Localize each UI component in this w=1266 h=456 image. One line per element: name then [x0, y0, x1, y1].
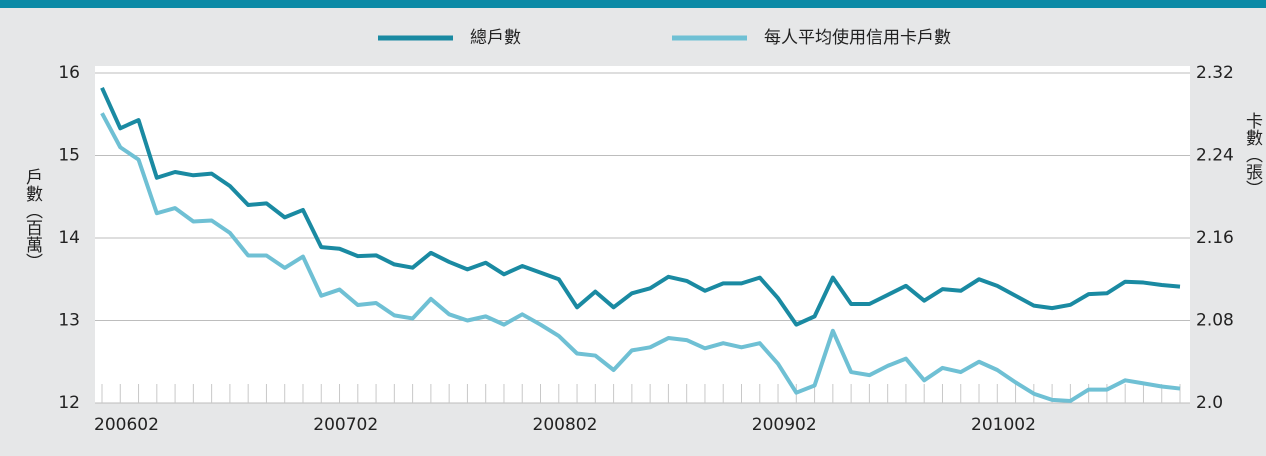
- y2-tick-label: 2.08: [1196, 311, 1234, 331]
- y-tick-label: 13: [58, 311, 80, 331]
- y-tick-label: 16: [58, 63, 80, 83]
- y2-axis-label: 卡數（張）: [1242, 112, 1263, 197]
- y-tick-label: 14: [58, 228, 80, 248]
- y-tick-label: 12: [58, 393, 80, 413]
- x-tick-label: 200702: [313, 415, 378, 435]
- series-line: [100, 112, 1181, 403]
- y2-tick-label: 2.0: [1196, 393, 1223, 413]
- x-tick-label: 201002: [971, 415, 1036, 435]
- legend-label: 每人平均使用信用卡戶數: [764, 27, 951, 48]
- plot-area: [95, 66, 1190, 403]
- y-axis-label: 戶數（百萬）: [22, 168, 43, 270]
- top-bar: [0, 0, 1266, 8]
- x-tick-label: 200802: [533, 415, 598, 435]
- y2-tick-label: 2.16: [1196, 228, 1234, 248]
- y2-tick-label: 2.24: [1196, 146, 1234, 166]
- legend-label: 總戶數: [470, 28, 521, 48]
- y-tick-label: 15: [58, 146, 80, 166]
- series-line: [100, 87, 1181, 327]
- y2-tick-label: 2.32: [1196, 63, 1234, 83]
- x-tick-label: 200902: [752, 415, 817, 435]
- x-tick-label: 200602: [94, 415, 159, 435]
